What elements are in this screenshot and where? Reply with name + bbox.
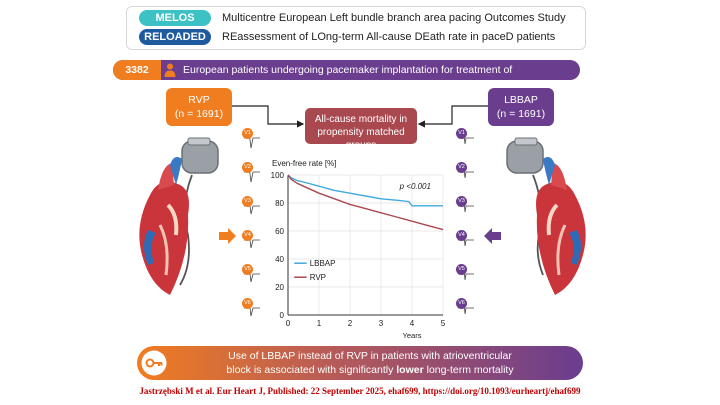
conclusion-part1: Use of LBBAP instead of RVP in patients … <box>228 350 512 362</box>
lbbap-side-arrow <box>484 228 501 244</box>
x-tick-label: 1 <box>317 319 322 328</box>
lbbap-group-name: LBBAP <box>504 94 538 106</box>
x-tick-label: 2 <box>348 319 353 328</box>
lbbap-lead-v4: V4 <box>456 230 467 241</box>
melos-description: Multicentre European Left bundle branch … <box>222 12 566 24</box>
rvp-lead-v4: V4 <box>242 230 253 241</box>
conclusion-part2: block is associated with significantly <box>226 364 394 376</box>
lbbap-group-count: (n = 1691) <box>496 108 546 120</box>
pacemaker-device-icon <box>506 137 544 174</box>
x-tick-label: 3 <box>379 319 384 328</box>
rvp-group-count: (n = 1691) <box>174 108 224 120</box>
lbbap-lead-v6: V6 <box>456 298 467 309</box>
conclusion-part3: long-term mortality <box>426 364 514 376</box>
y-tick-label: 100 <box>271 171 285 180</box>
y-tick-label: 60 <box>275 227 284 236</box>
lbbap-group-box: LBBAP (n = 1691) <box>488 88 554 126</box>
pacemaker-device-icon <box>181 137 219 174</box>
y-tick-label: 40 <box>275 255 284 264</box>
conclusion-box <box>137 346 583 380</box>
lbbap-lead-v2: V2 <box>456 162 467 173</box>
conclusion-text: Use of LBBAP instead of RVP in patients … <box>210 349 530 377</box>
lbbap-heart-illustration <box>506 137 586 295</box>
y-tick-label: 80 <box>275 199 284 208</box>
x-axis-label: Years <box>403 331 422 340</box>
heart-icon <box>139 157 189 295</box>
lbbap-lead-v1: V1 <box>456 128 467 139</box>
person-icon <box>164 63 176 77</box>
rvp-ecg-strip: V1 V2 V3 V4 V5 V6 <box>240 128 262 340</box>
rvp-lead-v6: V6 <box>242 298 253 309</box>
legend-label-rvp: RVP <box>310 273 326 282</box>
lbbap-ecg-strip: V1 V2 V3 V4 V5 V6 <box>454 128 476 340</box>
rvp-lead-v5: V5 <box>242 264 253 275</box>
mortality-outcome-line2: propensity matched groups <box>317 127 405 151</box>
mortality-outcome-box: All-cause mortality in propensity matche… <box>305 108 417 151</box>
survival-chart: 0 20 40 60 80 100 0 1 2 3 4 5 Even-free rate [%] Year… <box>271 159 446 340</box>
citation: Jastrzębski M et al. Eur Heart J, Publis… <box>139 386 581 396</box>
reloaded-pill: RELOADED <box>139 29 211 45</box>
rvp-heart-illustration <box>139 137 219 295</box>
y-tick-label: 20 <box>275 283 284 292</box>
rvp-connector-arrow <box>232 105 305 128</box>
conclusion-emphasis: lower <box>396 364 424 376</box>
reloaded-description: REassessment of LOng-term All-cause DEat… <box>222 31 556 43</box>
rvp-group-name: RVP <box>188 94 210 106</box>
series-line-lbbap <box>287 174 443 207</box>
y-tick-label: 0 <box>280 311 285 320</box>
x-tick-label: 5 <box>441 319 446 328</box>
series-line-rvp <box>287 174 444 231</box>
rvp-lead-v3: V3 <box>242 196 253 207</box>
lbbap-connector-arrow <box>417 105 488 128</box>
mortality-outcome-line1: All-cause mortality in <box>314 114 408 125</box>
legend-label-lbbap: LBBAP <box>310 259 336 268</box>
rvp-lead-v1: V1 <box>242 128 253 139</box>
rvp-lead-v2: V2 <box>242 162 253 173</box>
x-tick-label: 0 <box>286 319 291 328</box>
patient-count: 3382 <box>113 60 161 80</box>
y-axis-label: Even-free rate [%] <box>272 159 336 168</box>
heart-icon <box>536 157 586 295</box>
lbbap-lead-v5: V5 <box>456 264 467 275</box>
p-value-annotation: p <0.001 <box>399 182 431 191</box>
rvp-side-arrow <box>219 228 236 244</box>
rvp-group-box: RVP (n = 1691) <box>166 88 232 126</box>
lbbap-lead-v3: V3 <box>456 196 467 207</box>
melos-pill: MELOS <box>139 10 211 26</box>
key-icon <box>141 350 167 376</box>
x-tick-label: 4 <box>410 319 415 328</box>
